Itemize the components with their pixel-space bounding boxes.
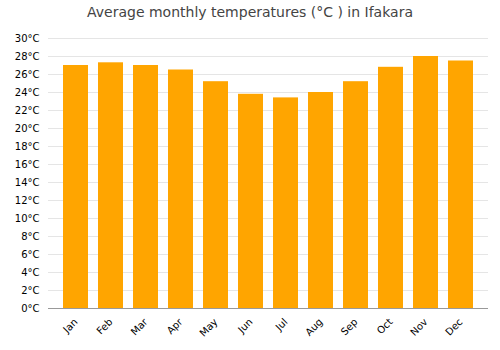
svg-text:14°C: 14°C bbox=[15, 177, 40, 188]
svg-text:22°C: 22°C bbox=[15, 105, 40, 116]
svg-text:20°C: 20°C bbox=[15, 123, 40, 134]
svg-text:26°C: 26°C bbox=[15, 69, 40, 80]
svg-text:Feb: Feb bbox=[94, 316, 114, 336]
svg-text:Dec: Dec bbox=[443, 316, 464, 337]
svg-text:Aug: Aug bbox=[303, 316, 325, 338]
svg-text:10°C: 10°C bbox=[15, 213, 40, 224]
svg-text:18°C: 18°C bbox=[15, 141, 40, 152]
svg-text:24°C: 24°C bbox=[15, 87, 40, 98]
svg-text:0°C: 0°C bbox=[21, 303, 39, 314]
svg-text:16°C: 16°C bbox=[15, 159, 40, 170]
html-text:Average monthly temperatures (: Average monthly temperatures (°C ) in If… bbox=[87, 4, 413, 20]
svg-text:6°C: 6°C bbox=[21, 249, 39, 260]
svg-text:4°C: 4°C bbox=[21, 267, 39, 278]
svg-text:Jul: Jul bbox=[273, 316, 290, 333]
svg-text:2°C: 2°C bbox=[21, 285, 39, 296]
svg-text:Sep: Sep bbox=[339, 316, 360, 337]
svg-text:30°C: 30°C bbox=[15, 33, 40, 44]
svg-text:Jun: Jun bbox=[235, 316, 255, 336]
svg-text:28°C: 28°C bbox=[15, 51, 40, 62]
svg-text:Jan: Jan bbox=[60, 316, 79, 335]
svg-text:Mar: Mar bbox=[129, 316, 151, 338]
svg-text:8°C: 8°C bbox=[21, 231, 39, 242]
svg-text:May: May bbox=[197, 316, 219, 338]
svg-text:Oct: Oct bbox=[375, 316, 395, 336]
svg-text:12°C: 12°C bbox=[15, 195, 40, 206]
svg-text:Apr: Apr bbox=[165, 316, 186, 337]
svg-text:Nov: Nov bbox=[408, 316, 430, 338]
